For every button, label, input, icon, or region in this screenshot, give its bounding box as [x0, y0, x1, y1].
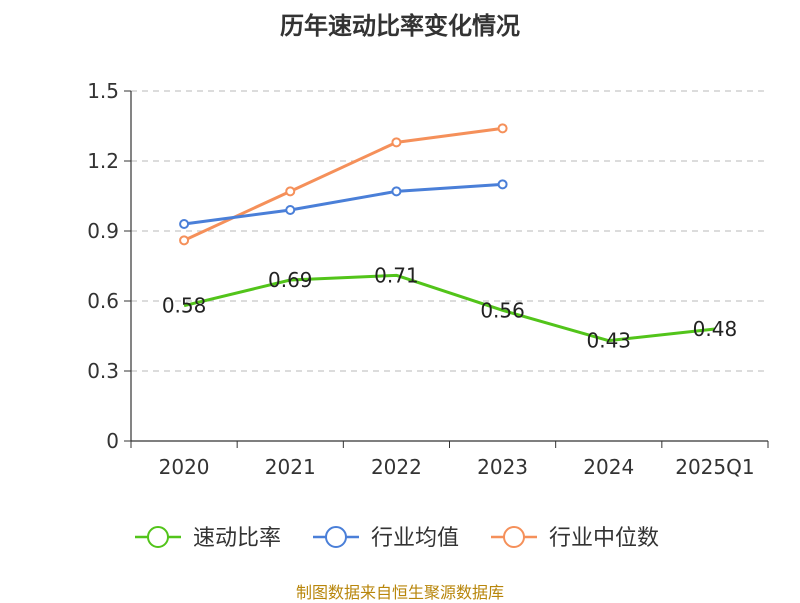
data-point: [285, 186, 296, 197]
series-line: [183, 273, 716, 343]
y-tick-label: 1.2: [87, 149, 119, 173]
data-point: [179, 235, 190, 246]
x-tick-label: 2022: [371, 455, 422, 479]
x-tick-label: 2024: [583, 455, 634, 479]
x-tick-label: 2021: [265, 455, 316, 479]
data-point: [391, 137, 402, 148]
data-label: 0.48: [693, 317, 738, 341]
data-label: 0.56: [480, 298, 525, 322]
y-tick-label: 0: [106, 429, 119, 453]
grid-lines: [131, 90, 768, 372]
y-tick-label: 0.3: [87, 359, 119, 383]
axes: [130, 91, 768, 442]
legend-label: 行业中位数: [549, 526, 659, 551]
legend-marker-icon: [325, 526, 347, 548]
y-tick-label: 0.6: [87, 289, 119, 313]
data-point: [285, 205, 296, 215]
legend-marker-icon: [147, 526, 169, 548]
data-point: [391, 186, 402, 197]
y-axis-ticks: 0 0.3 0.6 0.9 1.2 1.5: [87, 79, 131, 453]
x-tick-label: 2020: [159, 455, 210, 479]
x-axis-ticks: 2020 2021 2022 2023 2024 2025Q1: [130, 441, 769, 479]
y-tick-label: 1.5: [87, 79, 119, 103]
data-labels: 0.58 0.69 0.71 0.56 0.43 0.48: [162, 263, 737, 352]
y-tick-label: 0.9: [87, 219, 119, 243]
legend: 速动比率 行业均值 行业中位数: [135, 526, 659, 551]
data-label: 0.43: [586, 329, 631, 353]
source-note: 制图数据来自恒生聚源数据库: [295, 583, 504, 602]
data-label: 0.58: [162, 294, 207, 318]
data-point: [497, 179, 508, 190]
series-line: [183, 182, 503, 226]
chart-title: 历年速动比率变化情况: [280, 12, 520, 40]
x-tick-label: 2023: [477, 455, 528, 479]
series-points: [179, 123, 508, 246]
legend-marker-icon: [503, 526, 525, 548]
legend-label: 速动比率: [193, 526, 281, 551]
x-tick-label: 2025Q1: [675, 455, 754, 479]
data-label: 0.69: [268, 268, 313, 292]
data-point: [179, 219, 190, 229]
series-lines: [183, 126, 716, 343]
data-label: 0.71: [374, 263, 419, 287]
legend-label: 行业均值: [371, 526, 459, 551]
data-point: [497, 123, 508, 134]
series-line: [183, 126, 503, 242]
